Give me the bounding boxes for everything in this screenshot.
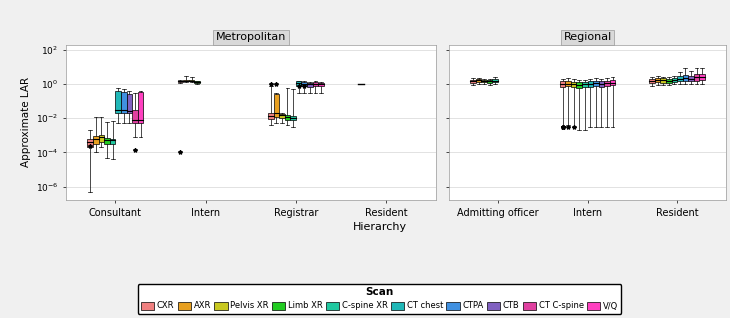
Bar (599, 81, 604, 86)
Bar (121, 92, 126, 113)
Bar (493, 79, 498, 82)
Bar (582, 82, 588, 86)
Bar (285, 115, 291, 120)
Bar (666, 79, 672, 83)
Bar (610, 80, 615, 85)
Bar (291, 116, 296, 120)
Bar (268, 113, 274, 119)
Bar (104, 138, 109, 144)
Text: Hierarchy: Hierarchy (353, 222, 407, 232)
Bar (274, 94, 279, 117)
Bar (677, 76, 683, 81)
Bar (604, 81, 610, 86)
Bar (110, 139, 115, 144)
Bar (683, 75, 688, 81)
Bar (307, 83, 312, 86)
Bar (279, 114, 285, 118)
Bar (132, 110, 138, 123)
Bar (183, 80, 189, 81)
Bar (672, 78, 677, 82)
Bar (588, 81, 593, 86)
Bar (487, 80, 493, 83)
Bar (470, 80, 476, 83)
Bar (476, 79, 481, 82)
Bar (115, 91, 121, 113)
Bar (177, 81, 183, 82)
Bar (661, 78, 666, 83)
Bar (138, 92, 143, 123)
Bar (194, 81, 200, 83)
Bar (99, 135, 104, 142)
Title: Metropolitan: Metropolitan (215, 32, 286, 42)
Bar (694, 73, 699, 81)
Bar (688, 76, 694, 81)
Bar (699, 73, 705, 80)
Bar (189, 80, 194, 81)
Y-axis label: Approximate LAR: Approximate LAR (21, 77, 31, 168)
Bar (126, 94, 132, 113)
Bar (296, 81, 301, 86)
Bar (560, 81, 565, 86)
Title: Regional: Regional (564, 32, 612, 42)
Bar (571, 82, 577, 86)
Bar (577, 82, 582, 88)
Bar (88, 139, 93, 147)
Bar (301, 82, 307, 86)
Legend: CXR, AXR, Pelvis XR, Limb XR, C-spine XR, CT chest, CTPA, CTB, CT C-spine, V/Q: CXR, AXR, Pelvis XR, Limb XR, C-spine XR… (138, 284, 621, 314)
Bar (655, 78, 661, 82)
Bar (312, 82, 318, 86)
Bar (93, 136, 99, 144)
Bar (318, 83, 324, 86)
Bar (650, 79, 655, 83)
Bar (565, 81, 571, 86)
Bar (593, 81, 599, 86)
Bar (481, 80, 487, 82)
